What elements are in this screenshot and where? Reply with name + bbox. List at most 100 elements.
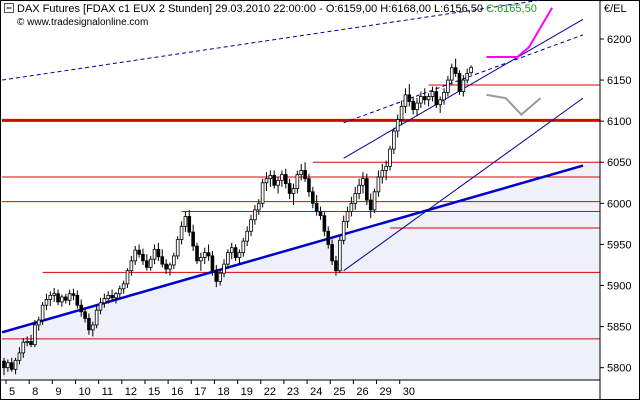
candle-body-45	[175, 239, 180, 257]
x-tick-label-7: 16	[171, 386, 183, 398]
candle-body-21	[83, 311, 87, 319]
candle-body-83	[322, 215, 327, 232]
candle-body-8	[33, 324, 37, 346]
candle-body-51	[199, 257, 203, 262]
candle-body-65	[253, 209, 257, 221]
y-tick-label-6150: 6150	[607, 75, 631, 87]
candle-body-33	[129, 260, 134, 272]
candle-body-62	[241, 240, 246, 254]
candle-body-119	[461, 79, 466, 92]
candle-body-4	[17, 352, 22, 361]
candle-body-52	[202, 252, 207, 258]
candle-body-100	[388, 148, 392, 167]
candle-body-95	[368, 199, 373, 211]
candle-body-115	[446, 79, 450, 93]
y-tick-label-6050: 6050	[607, 157, 631, 169]
x-tick-label-2: 9	[55, 386, 61, 398]
candle-body-14	[56, 293, 60, 303]
candle-body-102	[395, 119, 400, 132]
price-unit-label: €/EL	[604, 3, 627, 15]
candle-body-71	[276, 179, 280, 186]
candle-body-85	[330, 244, 334, 262]
x-tick-label-17: 30	[403, 386, 415, 398]
x-tick-label-11: 22	[264, 386, 276, 398]
candle-body-64	[249, 219, 253, 232]
candle-body-73	[283, 174, 288, 185]
x-tick-label-13: 24	[310, 386, 322, 398]
candle-body-32	[125, 270, 130, 285]
candle-body-28	[110, 294, 114, 299]
candle-body-19	[75, 294, 80, 306]
x-tick-label-0: 5	[9, 386, 15, 398]
projection-path-0	[486, 7, 553, 59]
candle-body-10	[40, 304, 45, 321]
x-tick-label-3: 10	[78, 386, 90, 398]
candle-body-5	[21, 341, 26, 354]
candle-body-3	[13, 359, 18, 370]
candle-body-87	[338, 239, 342, 272]
candle-body-89	[345, 211, 350, 222]
candle-body-98	[380, 170, 385, 178]
candle-body-11	[44, 299, 49, 306]
candle-body-13	[52, 293, 56, 296]
candle-body-60	[233, 247, 238, 258]
candle-body-54	[210, 255, 215, 272]
x-tick-label-16: 29	[380, 386, 392, 398]
candle-body-94	[365, 178, 369, 201]
candle-body-18	[71, 293, 76, 296]
candle-body-37	[145, 260, 149, 268]
candle-body-61	[237, 252, 242, 258]
candle-body-69	[268, 174, 273, 180]
candle-body-25	[98, 302, 103, 311]
collapse-icon[interactable]	[4, 3, 14, 13]
candle-body-1	[6, 362, 10, 369]
candle-body-29	[114, 293, 118, 299]
candle-body-112	[434, 91, 439, 106]
candle-body-22	[87, 317, 91, 331]
candle-body-75	[291, 188, 296, 194]
candle-body-103	[399, 105, 404, 120]
y-tick-label-6100: 6100	[607, 116, 631, 128]
candle-body-24	[94, 309, 99, 326]
candle-body-41	[160, 256, 165, 265]
candle-body-81	[314, 202, 319, 212]
x-tick-label-10: 19	[241, 386, 253, 398]
candle-body-106	[411, 101, 415, 111]
candle-body-113	[438, 99, 442, 106]
candle-body-86	[334, 260, 338, 272]
instrument-name: DAX Futures [FDAX c1 EUX 2 Stunden]	[17, 3, 213, 15]
candle-body-78	[303, 170, 307, 180]
candle-body-30	[118, 288, 122, 295]
candle-body-56	[218, 272, 222, 282]
y-tick-label-5850: 5850	[607, 322, 631, 334]
x-tick-label-12: 23	[287, 386, 299, 398]
candle-body-116	[449, 67, 454, 81]
candle-body-109	[422, 96, 427, 101]
candle-body-72	[280, 174, 284, 181]
candle-body-63	[245, 230, 249, 242]
candle-body-40	[156, 248, 161, 258]
candle-body-34	[133, 249, 138, 262]
candle-body-53	[206, 252, 211, 257]
candle-body-47	[183, 216, 188, 227]
x-tick-label-14: 25	[333, 386, 345, 398]
candle-body-15	[60, 296, 64, 303]
source-credit: © www.tradesignalonline.com	[17, 17, 149, 28]
trend-line-2	[343, 97, 584, 272]
candle-body-91	[353, 193, 358, 204]
candle-body-31	[121, 283, 126, 290]
candle-body-67	[260, 182, 265, 204]
candle-body-74	[287, 183, 292, 194]
candle-body-27	[106, 294, 111, 300]
x-tick-label-15: 26	[356, 386, 368, 398]
candle-body-68	[264, 178, 269, 184]
candle-body-108	[419, 96, 423, 104]
candle-body-58	[226, 252, 230, 265]
candle-body-66	[256, 202, 261, 211]
candle-body-50	[195, 245, 199, 262]
candle-body-36	[141, 253, 145, 262]
candle-body-117	[453, 67, 458, 74]
candle-body-97	[376, 176, 381, 193]
candle-body-84	[326, 230, 331, 245]
